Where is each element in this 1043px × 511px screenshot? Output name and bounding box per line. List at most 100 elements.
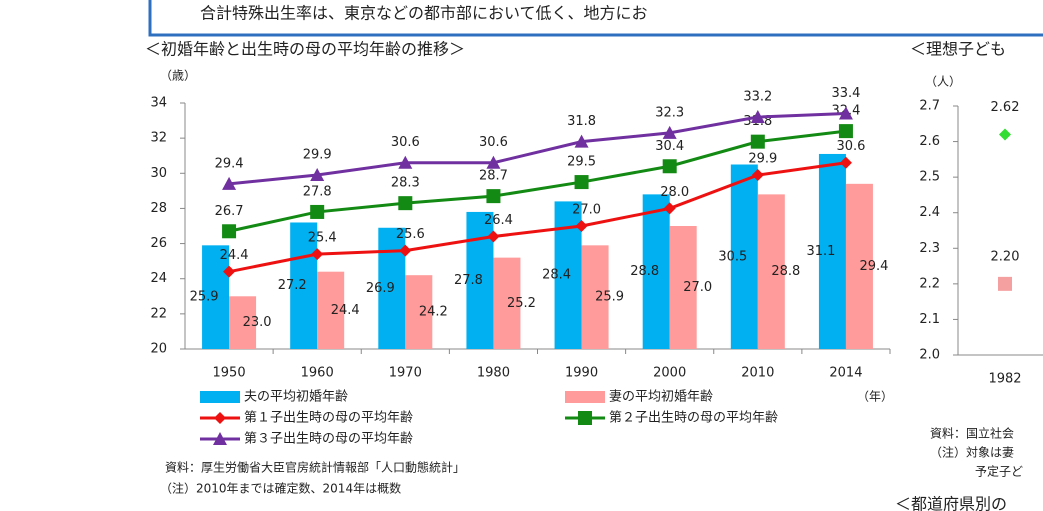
marker — [838, 124, 853, 139]
bar — [378, 227, 406, 349]
bar — [229, 296, 257, 349]
value-label: 31.8 — [567, 114, 596, 129]
marker — [662, 159, 677, 174]
marker — [662, 125, 677, 139]
value-label: 30.5 — [718, 249, 747, 264]
marker — [663, 202, 676, 215]
note: （注）2010年までは確定数、2014年は概数 — [160, 481, 401, 496]
y-tick-label: 22 — [150, 306, 167, 321]
bar — [669, 226, 697, 349]
marker — [578, 411, 592, 425]
value-label: 2.20 — [991, 249, 1020, 264]
marker — [311, 248, 324, 261]
x-unit: （年） — [857, 390, 893, 404]
y-tick-label: 2.1 — [919, 312, 940, 327]
bar — [818, 153, 846, 349]
value-label: 33.4 — [831, 86, 860, 101]
marker — [486, 155, 501, 169]
value-label: 26.9 — [366, 281, 395, 296]
value-label: 28.0 — [660, 185, 689, 200]
marker — [839, 156, 852, 169]
value-label: 25.4 — [308, 231, 337, 246]
marker — [398, 155, 413, 169]
value-label: 30.4 — [655, 139, 684, 154]
bar — [493, 257, 521, 349]
legend-label: 第３子出生時の母の平均年齢 — [244, 432, 413, 447]
value-label: 29.5 — [567, 155, 596, 170]
chart-title: ＜初婚年齢と出生時の母の平均年齢の推移＞ — [145, 40, 465, 59]
y-tick-label: 2.3 — [919, 241, 940, 256]
value-label: 26.7 — [215, 204, 244, 219]
marker — [399, 244, 412, 257]
y-unit: （人） — [925, 75, 961, 89]
y-tick-label: 2.2 — [919, 276, 940, 291]
marker — [750, 110, 765, 124]
legend-label: 妻の平均初婚年齢 — [609, 390, 713, 405]
value-label: 28.8 — [630, 264, 659, 279]
value-label: 30.6 — [836, 139, 865, 154]
bar — [730, 164, 758, 349]
x-tick-label: 1950 — [213, 366, 246, 381]
y-tick-label: 32 — [150, 131, 167, 146]
value-label: 28.4 — [542, 268, 571, 283]
value-label: 2.62 — [991, 100, 1020, 115]
line — [228, 129, 847, 233]
value-label: 30.6 — [479, 135, 508, 150]
value-label: 25.2 — [507, 296, 536, 311]
marker — [999, 128, 1011, 141]
y-tick-label: 2.5 — [919, 170, 940, 185]
value-label: 26.4 — [484, 213, 513, 228]
marker — [750, 134, 765, 149]
y-tick-label: 2.4 — [919, 205, 940, 220]
value-label: 24.4 — [331, 303, 360, 318]
value-label: 23.0 — [243, 315, 272, 330]
line — [228, 161, 847, 274]
value-label: 31.1 — [806, 244, 835, 259]
value-label: 30.6 — [391, 135, 420, 150]
legend-label: 第２子出生時の母の平均年齢 — [609, 411, 778, 426]
y-tick-label: 2.6 — [919, 134, 940, 149]
bar — [757, 194, 785, 349]
y-tick-label: 26 — [150, 236, 167, 251]
x-tick-label: 2000 — [653, 366, 686, 381]
legend-swatch — [565, 391, 605, 403]
source: 資料：厚生労働省大臣官房統計情報部「人口動態統計」 — [165, 460, 465, 475]
value-label: 25.9 — [595, 290, 624, 305]
marker — [486, 189, 501, 204]
x-tick-label: 1980 — [477, 366, 510, 381]
banner-text: 合計特殊出生率は、東京などの都市部において低く、地方にお — [200, 4, 648, 23]
value-label: 27.0 — [683, 280, 712, 295]
value-label: 28.3 — [391, 176, 420, 191]
value-label: 28.7 — [479, 169, 508, 184]
bar — [466, 211, 494, 349]
marker — [575, 220, 588, 232]
y-tick-label: 24 — [150, 271, 167, 286]
marker — [222, 224, 237, 239]
section-title: ＜都道府県別の — [895, 495, 1007, 511]
value-label: 27.0 — [572, 203, 601, 218]
value-label: 28.8 — [771, 264, 800, 279]
marker — [838, 106, 853, 120]
y-unit: （歳） — [160, 69, 196, 83]
y-tick-label: 20 — [150, 342, 167, 357]
value-label: 27.2 — [278, 278, 307, 293]
marker — [222, 176, 237, 190]
x-tick-label: 1960 — [301, 366, 334, 381]
value-label: 27.8 — [303, 184, 332, 199]
value-label: 25.9 — [190, 290, 219, 305]
legend-label: 第１子出生時の母の平均年齢 — [244, 411, 413, 426]
marker — [751, 169, 764, 182]
marker — [214, 412, 226, 424]
source: 資料：国立社会 — [930, 426, 1014, 441]
bar — [642, 194, 670, 349]
note: （注）対象は妻 — [930, 445, 1014, 460]
marker — [574, 134, 589, 148]
value-label: 24.2 — [419, 305, 448, 320]
y-tick-label: 2.0 — [919, 348, 940, 363]
marker — [310, 168, 325, 182]
marker — [487, 230, 500, 243]
marker — [310, 204, 325, 219]
value-label: 25.6 — [396, 227, 425, 242]
